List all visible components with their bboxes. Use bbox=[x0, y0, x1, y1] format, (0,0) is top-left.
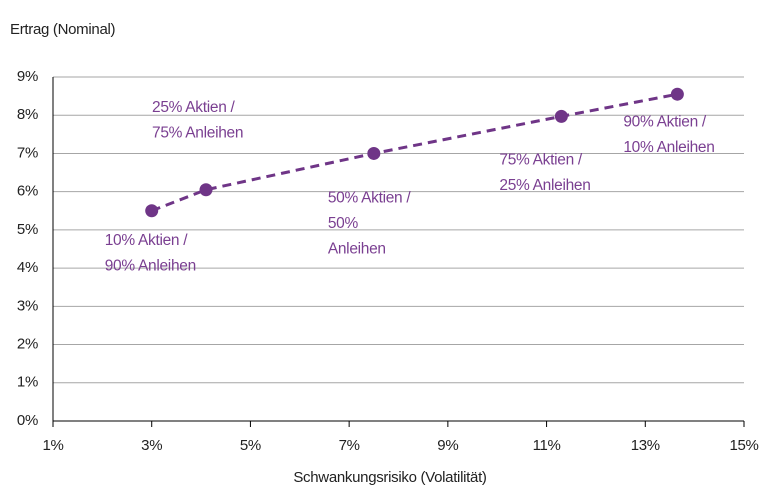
point-label: 90% Anleihen bbox=[105, 257, 196, 274]
y-tick-label: 4% bbox=[17, 259, 38, 276]
y-tick-label: 3% bbox=[17, 297, 38, 314]
x-tick-label: 9% bbox=[437, 437, 458, 454]
data-point bbox=[554, 109, 568, 123]
data-point bbox=[145, 204, 159, 218]
x-axis-title: Schwankungsrisiko (Volatilität) bbox=[293, 469, 487, 486]
point-label: 75% Aktien / bbox=[499, 151, 583, 168]
y-tick-label: 6% bbox=[17, 183, 38, 200]
y-tick-label: 1% bbox=[17, 374, 38, 391]
data-point bbox=[670, 87, 684, 101]
point-label: 25% Aktien / bbox=[152, 99, 236, 116]
y-axis-title: Ertrag (Nominal) bbox=[10, 21, 116, 38]
x-tick-label: 15% bbox=[729, 437, 758, 454]
x-tick-label: 13% bbox=[631, 437, 660, 454]
point-label: 25% Anleihen bbox=[499, 177, 590, 194]
point-label: 90% Aktien / bbox=[623, 113, 707, 130]
x-tick-label: 7% bbox=[339, 437, 360, 454]
y-tick-label: 7% bbox=[17, 144, 38, 161]
point-label: 10% Aktien / bbox=[105, 232, 189, 249]
y-tick-label: 2% bbox=[17, 336, 38, 353]
x-tick-label: 11% bbox=[533, 437, 561, 454]
data-point bbox=[367, 146, 381, 160]
y-tick-label: 9% bbox=[17, 68, 38, 85]
point-label: 10% Anleihen bbox=[623, 139, 714, 156]
point-label: 75% Anleihen bbox=[152, 124, 243, 141]
point-label: 50% bbox=[328, 215, 359, 232]
x-tick-label: 5% bbox=[240, 437, 261, 454]
y-tick-label: 0% bbox=[17, 412, 38, 429]
x-tick-label: 1% bbox=[42, 437, 63, 454]
y-tick-label: 5% bbox=[17, 221, 38, 238]
data-point bbox=[199, 183, 213, 197]
point-label: 50% Aktien / bbox=[328, 190, 412, 207]
point-label: Anleihen bbox=[328, 241, 386, 258]
y-tick-label: 8% bbox=[17, 106, 38, 123]
x-tick-label: 3% bbox=[141, 437, 162, 454]
